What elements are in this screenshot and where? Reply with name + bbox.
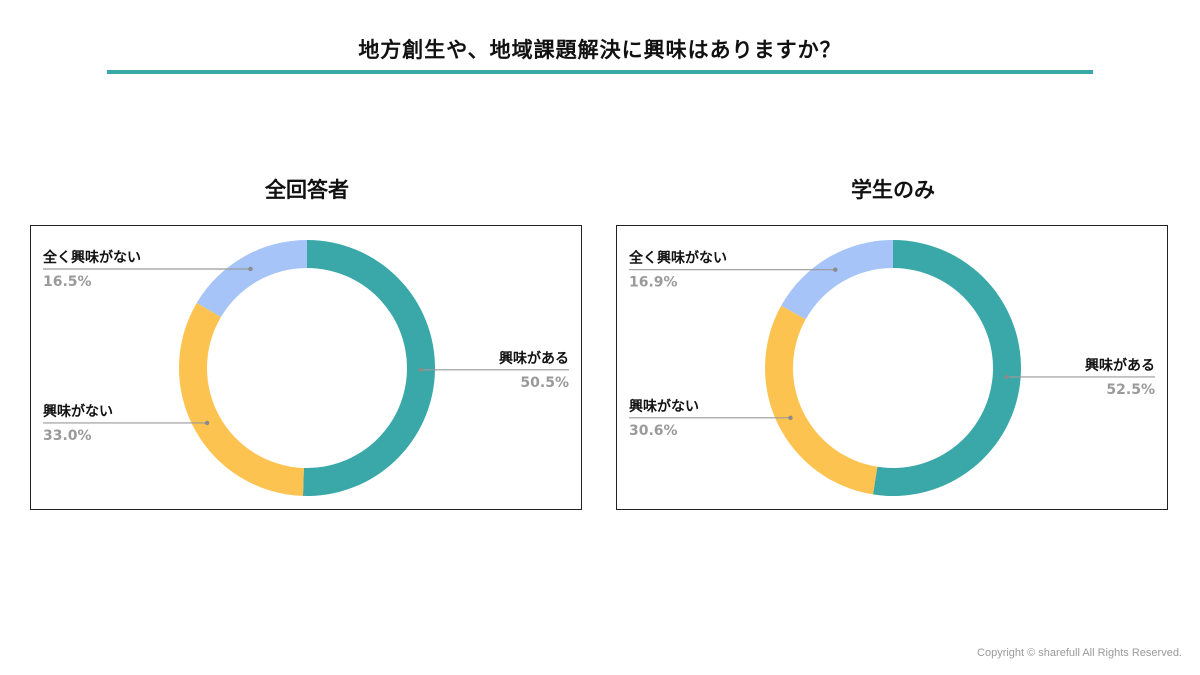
chart-title-students: 学生のみ bbox=[851, 178, 935, 202]
title-underline bbox=[107, 70, 1093, 74]
donut-chart-students-svg: 興味がある 52.5% 興味がない 30.6% 全く興味がない 16.9% bbox=[628, 240, 1155, 496]
label-not-interested: 興味がない 30.6% bbox=[629, 398, 793, 439]
slice-value: 30.6% bbox=[629, 423, 678, 439]
chart-title-all: 全回答者 bbox=[265, 178, 349, 202]
leader-dot bbox=[1004, 374, 1009, 380]
leader-dot bbox=[833, 267, 838, 272]
donut-chart-students: 興味がある 52.5% 興味がない 30.6% 全く興味がない 16.9% bbox=[616, 225, 1168, 510]
slice-not-at-all bbox=[781, 240, 893, 320]
label-not-interested: 興味がない 33.0% bbox=[43, 403, 210, 444]
slice-label: 興味がない bbox=[629, 398, 699, 415]
donut-chart-all: 興味がある 50.5% 興味がない 33.0% 全く興味がない 16.5% bbox=[30, 225, 582, 510]
page-title: 地方創生や、地域課題解決に興味はありますか？ bbox=[358, 38, 842, 62]
slice-value: 16.5% bbox=[43, 274, 92, 290]
copyright-notice: Copyright © sharefull All Rights Reserve… bbox=[977, 647, 1182, 659]
slice-label: 興味がない bbox=[43, 403, 113, 420]
leader-dot bbox=[204, 420, 210, 426]
slice-not-interested bbox=[765, 305, 878, 495]
slice-label: 興味がある bbox=[1085, 357, 1155, 374]
slice-label: 全く興味がない bbox=[42, 249, 141, 266]
leader-dot bbox=[418, 367, 424, 372]
donut-chart-all-svg: 興味がある 50.5% 興味がない 33.0% 全く興味がない 16.5% bbox=[42, 240, 569, 496]
slice-value: 33.0% bbox=[43, 428, 92, 444]
leader-dot bbox=[788, 415, 793, 421]
slice-interested bbox=[872, 240, 1021, 496]
slice-value: 16.9% bbox=[629, 275, 678, 291]
label-not-at-all: 全く興味がない 16.5% bbox=[42, 249, 253, 290]
slice-value: 50.5% bbox=[520, 375, 569, 391]
label-interested: 興味がある 50.5% bbox=[418, 350, 569, 391]
slice-not-interested bbox=[178, 302, 304, 496]
slice-label: 興味がある bbox=[499, 350, 569, 367]
label-interested: 興味がある 52.5% bbox=[1004, 357, 1155, 398]
slice-not-at-all bbox=[196, 240, 307, 318]
slice-label: 全く興味がない bbox=[628, 250, 727, 267]
leader-dot bbox=[248, 266, 253, 272]
slice-value: 52.5% bbox=[1106, 382, 1155, 398]
slice-interested bbox=[302, 240, 436, 496]
label-not-at-all: 全く興味がない 16.9% bbox=[628, 250, 838, 291]
